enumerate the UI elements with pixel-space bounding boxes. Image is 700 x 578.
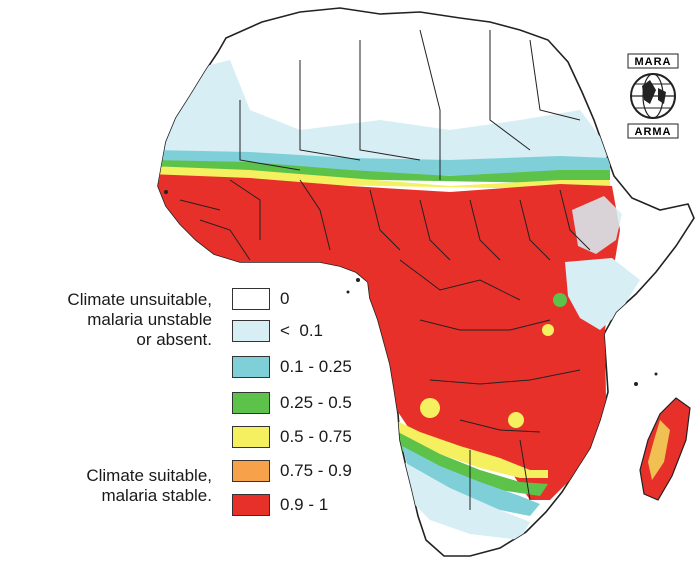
- legend-group-unsuitable-line: or absent.: [136, 330, 212, 349]
- band-green-south: [398, 432, 548, 496]
- legend-swatch: [232, 320, 270, 342]
- legend-group-suitable-line: malaria stable.: [101, 486, 212, 505]
- legend-swatch: [232, 356, 270, 378]
- madagascar-highland: [648, 420, 670, 480]
- island-dot: [634, 382, 638, 386]
- legend-range-label: 0.5 - 0.75: [280, 427, 352, 446]
- suitability-bands: [158, 60, 640, 540]
- island-dot: [356, 278, 360, 282]
- legend-swatch: [232, 460, 270, 482]
- band-teal-south: [402, 446, 540, 516]
- highland-spot: [542, 324, 554, 336]
- legend-group-suitable-line: Climate suitable,: [86, 466, 212, 485]
- globe-continents: [642, 80, 666, 104]
- mara-arma-logo: MARA ARMA: [627, 53, 679, 139]
- legend-swatch: [232, 288, 270, 310]
- band-yellow-south: [395, 420, 548, 478]
- legend-range-label: 0.75 - 0.9: [280, 461, 352, 480]
- legend-range-label: 0: [280, 289, 290, 308]
- band-lightblue-south: [404, 462, 530, 540]
- legend-group-unsuitable-line: Climate unsuitable,: [67, 290, 212, 309]
- country-borders: [179, 29, 591, 510]
- band-lightblue-eastafrica: [565, 258, 640, 330]
- islands: [164, 190, 658, 386]
- legend-range-label: 0.1 - 0.25: [280, 357, 352, 376]
- logo-bottom-bar: [627, 123, 679, 139]
- legend-swatch: [232, 426, 270, 448]
- logo-top-text: MARA: [635, 56, 672, 68]
- legend-swatch: [232, 392, 270, 414]
- legend-range-label: 0.9 - 1: [280, 495, 329, 514]
- highland-spot: [553, 293, 567, 307]
- band-red-tropical: [158, 174, 620, 500]
- island-dot: [346, 290, 350, 294]
- legend-range-label: < 0.1: [280, 321, 324, 340]
- legend-group-unsuitable-line: malaria unstable: [87, 310, 212, 329]
- band-lightblue-northwest: [158, 60, 610, 170]
- logo-bottom-text: ARMA: [635, 126, 672, 138]
- legend-group-unsuitable: Climate unsuitable, malaria unstable or …: [67, 290, 212, 350]
- island-dot: [654, 372, 658, 376]
- island-dot: [164, 190, 168, 194]
- madagascar: [639, 397, 691, 501]
- legend-swatch: [232, 494, 270, 516]
- logo-top-bar: [627, 53, 679, 69]
- highland-spot: [508, 412, 524, 428]
- band-lightblue-ethiopia: [572, 196, 622, 254]
- highland-spot: [420, 398, 440, 418]
- legend-group-suitable: Climate suitable, malaria stable.: [86, 466, 212, 506]
- legend-range-label: 0.25 - 0.5: [280, 393, 352, 412]
